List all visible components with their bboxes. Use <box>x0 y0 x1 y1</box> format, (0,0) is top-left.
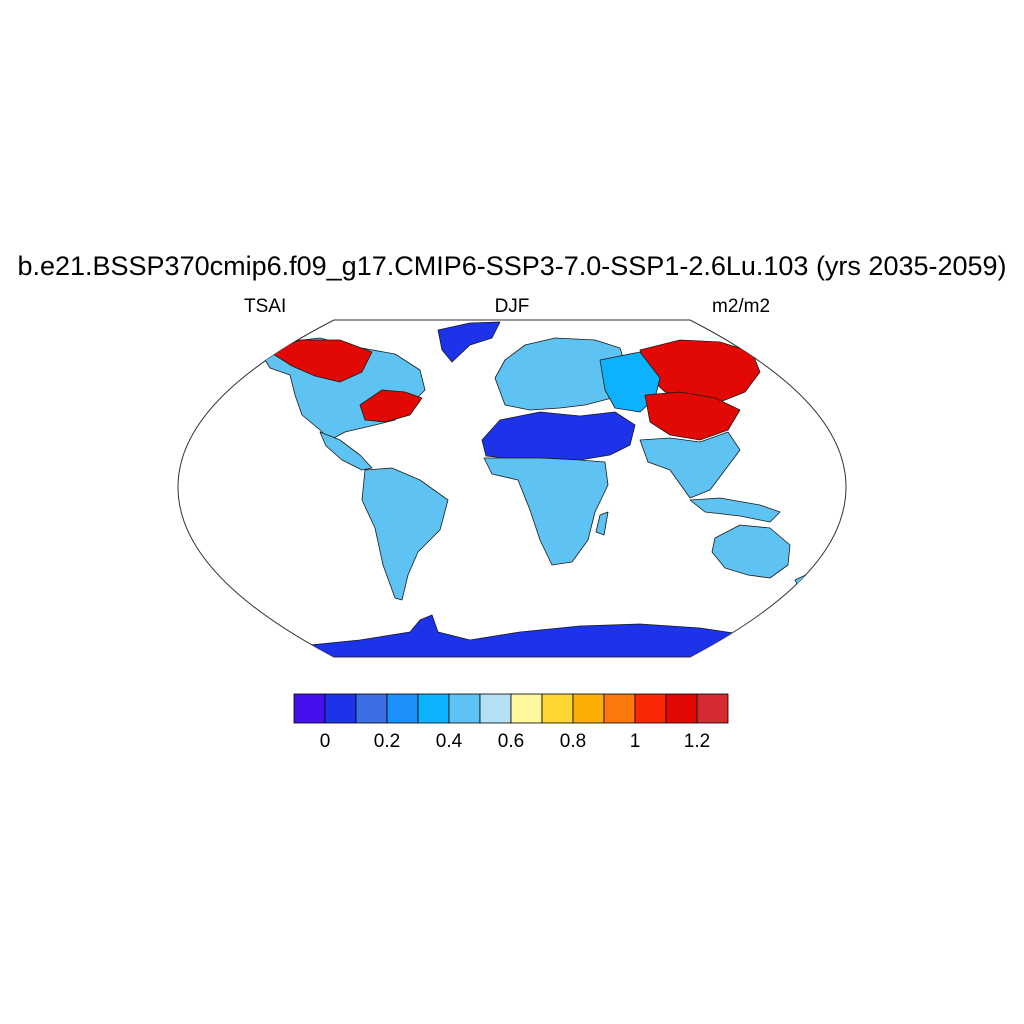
colorbar-box <box>479 693 512 724</box>
colorbar-box <box>386 693 419 724</box>
colorbar-box <box>541 693 574 724</box>
colorbar-box <box>665 693 698 724</box>
region-africa-sub-sahara <box>483 457 609 566</box>
region-southeast-asia <box>639 431 741 499</box>
colorbar-box <box>448 693 481 724</box>
region-greenland <box>437 321 501 363</box>
region-antarctica <box>299 614 741 657</box>
region-south-america <box>361 467 449 601</box>
colorbar-tick-label: 0.4 <box>435 731 463 752</box>
region-indonesia <box>689 497 781 523</box>
colorbar-box <box>324 693 357 724</box>
colorbar-box <box>603 693 636 724</box>
region-australia <box>711 524 791 579</box>
colorbar-box <box>696 693 729 724</box>
region-north-america-east <box>359 389 423 423</box>
colorbar-box <box>293 693 326 724</box>
colorbar <box>293 693 729 724</box>
colorbar-box <box>510 693 543 724</box>
variable-label: TSAI <box>244 296 287 317</box>
colorbar-tick-label: 0 <box>319 731 331 752</box>
colorbar-tick-labels: 0 0.2 0.4 0.6 0.8 1 1.2 <box>0 731 1024 755</box>
colorbar-tick-label: 1 <box>629 731 641 752</box>
region-tibet <box>644 391 741 441</box>
region-north-america-boreal <box>269 339 373 383</box>
region-sahara-arabia <box>481 411 636 461</box>
region-siberia <box>639 339 761 403</box>
figure-title: b.e21.BSSP370cmip6.f09_g17.CMIP6-SSP3-7.… <box>17 251 1007 281</box>
colorbar-tick-label: 1.2 <box>683 731 711 752</box>
colorbar-box <box>417 693 450 724</box>
season-label: DJF <box>494 296 530 317</box>
colorbar-box <box>572 693 605 724</box>
region-central-america <box>319 431 373 471</box>
colorbar-tick-label: 0.8 <box>559 731 587 752</box>
colorbar-box <box>355 693 388 724</box>
region-madagascar <box>595 511 609 536</box>
colorbar-tick-label: 0.6 <box>497 731 525 752</box>
colorbar-tick-label: 0.2 <box>373 731 401 752</box>
colorbar-box <box>634 693 667 724</box>
units-label: m2/m2 <box>712 296 771 317</box>
